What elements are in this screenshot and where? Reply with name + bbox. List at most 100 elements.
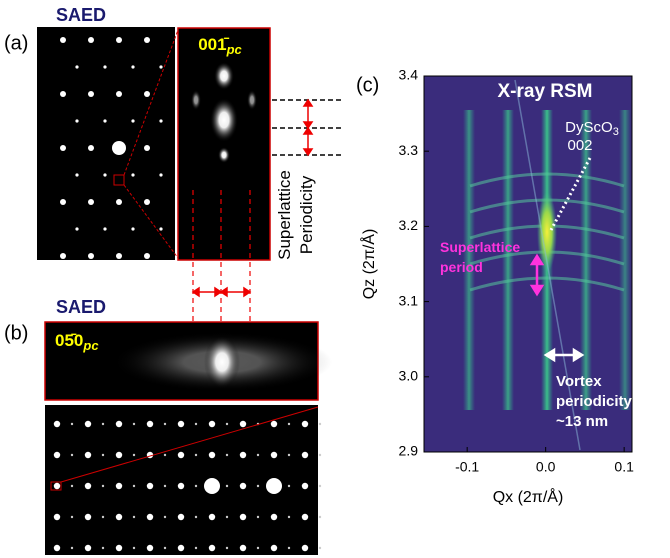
spot [301,544,309,552]
zone-axis: 001̄pc [198,35,242,57]
spot [163,453,167,457]
spot [115,513,123,521]
spot [256,515,260,519]
spot [53,544,61,552]
spot [287,546,291,550]
period-arrows [302,98,314,157]
spot [247,90,257,110]
spot [163,546,167,550]
spot [225,453,229,457]
spot [159,173,163,177]
panel-b-title: SAED [56,297,106,317]
superlattice-label: Superlattice period [440,239,520,275]
spot [225,484,229,488]
zoom-box [113,174,125,186]
superlattice-arrow [529,253,545,297]
spot [177,513,185,521]
spot [84,420,92,428]
spot [60,91,66,97]
spot [116,37,122,43]
spot [239,544,247,552]
period-arrows-b [191,286,252,298]
panel-a-title: SAED [56,5,106,25]
spot [88,91,94,97]
period-lines [272,99,342,156]
spot [131,119,135,123]
spot [70,546,74,550]
diffraction-spots [60,37,163,259]
spot [88,37,94,43]
spot [75,119,79,123]
spot [70,453,74,457]
spot [132,484,136,488]
spot [318,484,322,488]
zone-sub: pc [82,338,99,353]
vortex-arrow [543,347,585,363]
bragg-peak [537,192,557,272]
spot [116,91,122,97]
y-tick-label: 3.3 [399,142,419,158]
spot [318,546,322,550]
spot [144,145,150,151]
period-label: Superlattice Periodicity [275,170,316,260]
vortex-label: Vortex periodicity ~13 nm [556,373,633,430]
spot [146,513,154,521]
spot [115,544,123,552]
zoom-line [123,29,179,176]
axes: 2.9 3.0 3.1 3.2 3.3 3.4 -0.1 0.0 0.1 Qx (2π/Å) Qz … [359,67,634,507]
spot [194,453,198,457]
x-axis-label: Qx (2π/Å) [493,487,564,506]
rsm-map [424,76,632,452]
spot [60,199,66,205]
chevron [469,276,625,292]
spot [225,546,229,550]
spot [159,227,163,231]
spot [84,513,92,521]
panel-c-label: (c) [356,74,379,96]
spot [132,453,136,457]
zone-main: 05̄0 [55,331,83,350]
spot [163,484,167,488]
spot [163,515,167,519]
spot [208,420,216,428]
spot [144,253,150,259]
spot [159,119,163,123]
spot [88,199,94,205]
x-tick-label: 0.0 [536,459,556,475]
spot [70,515,74,519]
streak-diag [514,79,581,451]
spot [101,453,105,457]
spot [75,65,79,69]
spot [239,482,247,490]
spot [116,253,122,259]
peak-main: DyScO [565,119,613,136]
peak-sub: 3 [613,126,619,138]
spot [270,451,278,459]
streak [580,110,592,410]
y-tick-label: 3.0 [399,368,419,384]
spot [256,484,260,488]
spot [301,513,309,521]
spot [266,478,282,494]
spot [270,544,278,552]
spot [53,513,61,521]
spot [204,336,240,388]
spot [103,119,107,123]
spot [131,227,135,231]
guide-lines [192,190,251,380]
zoom-line [60,406,319,483]
spot [88,145,94,151]
spot [146,482,154,490]
spot [146,544,154,552]
spot [208,451,216,459]
y-tick-label: 3.4 [399,67,419,83]
spot [318,515,322,519]
zoom-box [50,481,62,491]
spot [159,65,163,69]
spot [287,484,291,488]
spot [218,147,230,163]
spot [103,227,107,231]
spot [84,451,92,459]
spot [60,145,66,151]
y-tick-label: 2.9 [399,443,419,459]
